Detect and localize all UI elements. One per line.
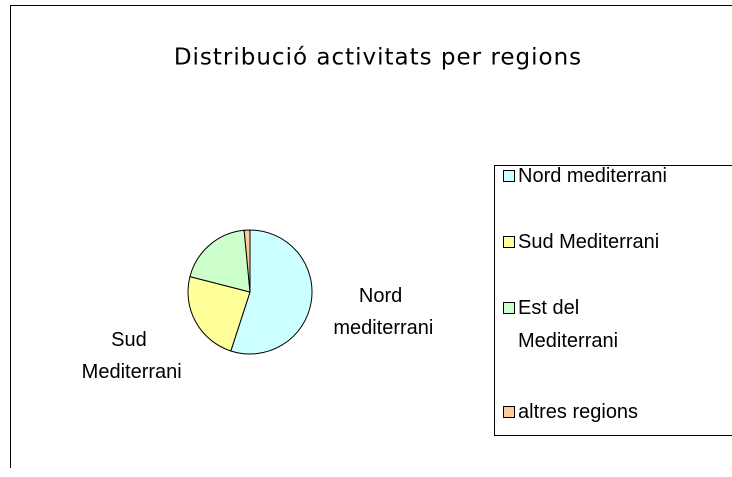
legend-swatch	[503, 170, 515, 182]
pie-slice	[187, 275, 251, 352]
legend-swatch	[503, 236, 515, 248]
legend-label: Est del Mediterrani	[518, 297, 618, 352]
legend-label: Nord mediterrani	[518, 165, 667, 187]
legend-swatch	[503, 302, 515, 314]
legend-box	[494, 165, 732, 436]
pie-slice	[230, 229, 313, 355]
chart-title: Distribució activitats per regions	[174, 45, 582, 71]
slice-label: Nord mediterrani	[333, 285, 433, 339]
pie-slice	[189, 229, 251, 293]
legend-swatch	[503, 406, 515, 418]
slice-label: Sud Mediterrani	[82, 329, 182, 383]
pie-slice	[243, 229, 251, 293]
legend-label: altres regions	[518, 401, 638, 423]
legend-label: Sud Mediterrani	[518, 231, 659, 253]
